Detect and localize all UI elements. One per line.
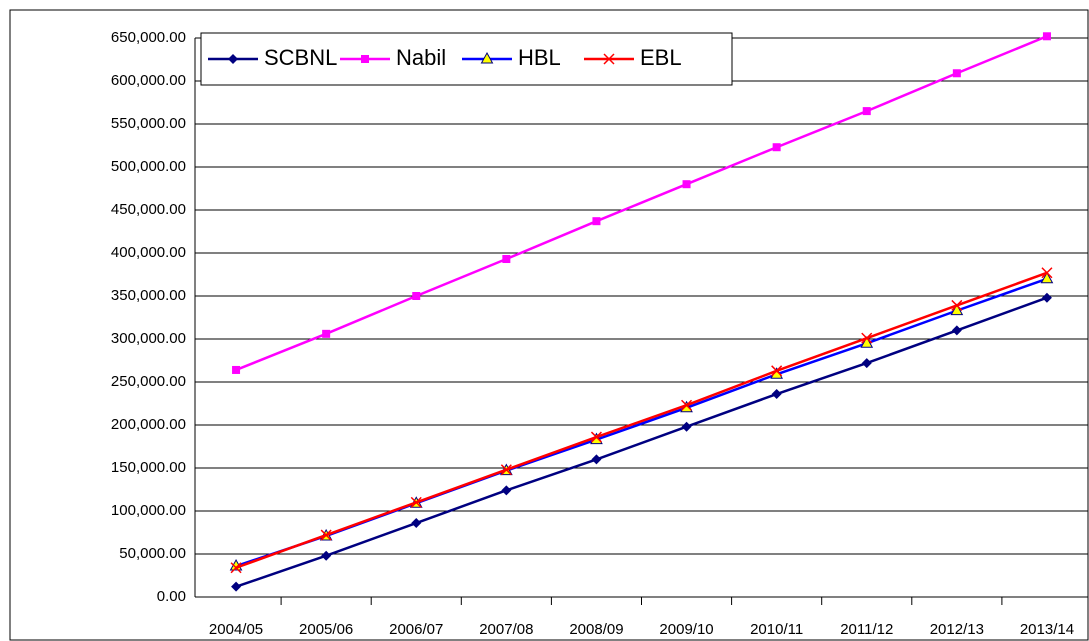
marker <box>231 581 242 592</box>
x-tick-label: 2008/09 <box>569 621 623 638</box>
marker <box>320 529 332 541</box>
y-tick-label: 400,000.00 <box>111 244 186 261</box>
marker <box>412 292 421 300</box>
y-tick-label: 300,000.00 <box>111 330 186 347</box>
marker <box>230 562 242 574</box>
marker <box>232 365 241 374</box>
marker <box>411 518 422 529</box>
y-tick-label: 550,000.00 <box>111 115 186 132</box>
legend-label: SCBNL <box>264 45 337 70</box>
marker <box>951 325 962 336</box>
y-tick-label: 650,000.00 <box>111 29 186 46</box>
x-tick-label: 2011/12 <box>840 621 893 638</box>
x-tick-label: 2006/07 <box>389 621 443 638</box>
marker <box>682 180 691 189</box>
marker <box>861 358 872 369</box>
legend-label: Nabil <box>396 45 446 70</box>
marker <box>1041 267 1053 279</box>
x-tick-label: 2004/05 <box>209 621 263 638</box>
marker <box>772 143 781 152</box>
marker <box>950 303 964 316</box>
x-tick-label: 2005/06 <box>299 621 353 638</box>
y-tick-label: 0.00 <box>157 588 186 605</box>
legend-label: EBL <box>640 45 682 70</box>
marker <box>951 299 963 311</box>
y-tick-label: 450,000.00 <box>111 201 186 218</box>
legend-marker <box>603 53 615 65</box>
y-tick-label: 350,000.00 <box>111 287 186 304</box>
legend-label: HBL <box>518 45 561 70</box>
marker <box>952 69 961 78</box>
marker <box>592 217 601 226</box>
series-line <box>235 35 1048 372</box>
marker <box>321 550 332 561</box>
marker <box>410 496 422 508</box>
legend: SCBNL Nabil HBL EBL <box>200 32 733 86</box>
x-tick-label: 2009/10 <box>659 621 713 638</box>
marker <box>771 389 782 400</box>
y-tick-label: 200,000.00 <box>111 416 186 433</box>
series-line <box>235 271 1048 569</box>
marker <box>1042 32 1051 41</box>
marker <box>1040 271 1054 284</box>
marker <box>322 329 331 338</box>
y-tick-label: 50,000.00 <box>119 545 186 562</box>
y-tick-label: 250,000.00 <box>111 373 186 390</box>
marker <box>771 365 783 377</box>
legend-marker <box>480 51 494 64</box>
marker <box>862 107 871 116</box>
marker <box>502 255 511 264</box>
marker <box>500 464 512 476</box>
y-tick-label: 150,000.00 <box>111 459 186 476</box>
y-tick-label: 100,000.00 <box>111 502 186 519</box>
x-tick-label: 2010/11 <box>750 621 803 638</box>
legend-marker <box>228 54 238 64</box>
marker <box>860 336 874 348</box>
marker <box>681 399 693 411</box>
y-tick-label: 600,000.00 <box>111 72 186 89</box>
y-tick-label: 500,000.00 <box>111 158 186 175</box>
x-tick-label: 2007/08 <box>479 621 533 638</box>
marker <box>590 431 602 443</box>
series-line <box>235 296 1048 588</box>
marker <box>1041 292 1052 303</box>
x-tick-label: 2012/13 <box>930 621 984 638</box>
marker <box>681 421 692 432</box>
chart-border <box>9 9 1089 641</box>
marker <box>501 485 512 496</box>
legend-marker <box>361 55 369 63</box>
marker <box>861 332 873 344</box>
marker <box>591 454 602 465</box>
x-tick-label: 2013/14 <box>1020 621 1074 638</box>
